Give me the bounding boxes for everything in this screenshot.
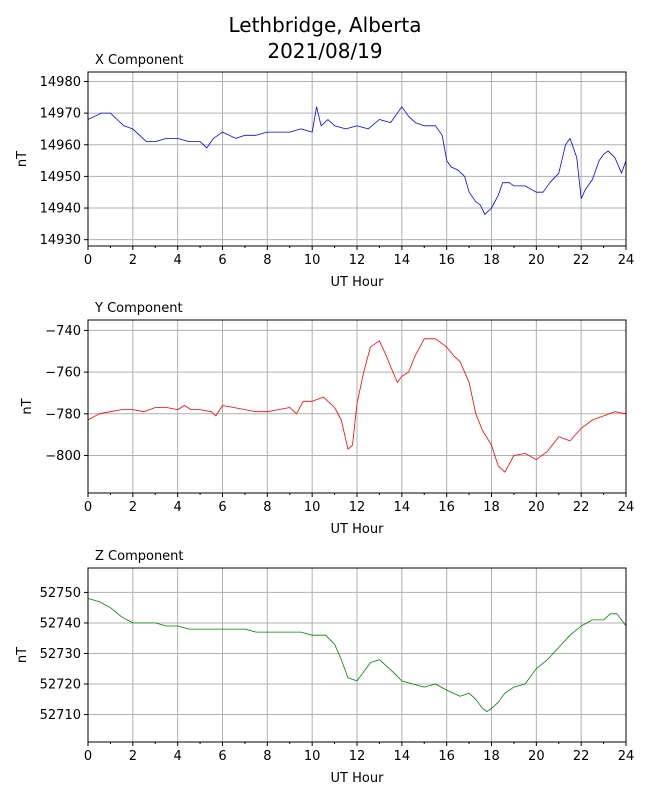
x-tick-label: 20 [528, 253, 545, 268]
x-tick-label: 4 [174, 500, 182, 515]
x-tick-label: 14 [394, 500, 411, 515]
chart-panel-1: 0 2 4 6 8 10 12 14 16 18 20 22 241493014940149501496… [15, 53, 634, 290]
x-tick-label: 18 [483, 749, 500, 764]
x-tick-label: 6 [218, 500, 226, 515]
y-tick-label: −800 [45, 449, 81, 464]
figure-title-line2: 2021/08/19 [267, 39, 383, 63]
x-tick-label: 18 [483, 253, 500, 268]
x-tick-label: 16 [438, 749, 455, 764]
x-tick-label: 10 [304, 500, 321, 515]
y-tick-label: 14940 [40, 202, 81, 217]
x-tick-label: 2 [129, 749, 137, 764]
chart-panel-3: 0 2 4 6 8 10 12 14 16 18 20 22 245271052720527305274… [15, 549, 634, 786]
x-tick-label: 20 [528, 500, 545, 515]
x-tick-label: 16 [438, 253, 455, 268]
x-tick-label: 2 [129, 253, 137, 268]
x-tick-label: 22 [573, 253, 590, 268]
y-tick-label: 14970 [40, 107, 81, 122]
x-tick-label: 18 [483, 500, 500, 515]
x-tick-label: 4 [174, 253, 182, 268]
x-tick-label: 4 [174, 749, 182, 764]
x-tick-label: 22 [573, 500, 590, 515]
x-tick-label: 2 [129, 500, 137, 515]
y-tick-label: 14980 [40, 75, 81, 90]
x-tick-label: 10 [304, 749, 321, 764]
figure-title-line1: Lethbridge, Alberta [228, 13, 422, 37]
x-tick-label: 12 [349, 500, 366, 515]
y-axis-label: nT [20, 398, 35, 414]
x-axis-label: UT Hour [331, 771, 385, 786]
x-tick-label: 20 [528, 749, 545, 764]
x-tick-label: 6 [218, 253, 226, 268]
x-tick-label: 0 [84, 500, 92, 515]
x-tick-label: 24 [618, 500, 635, 515]
panel-title: X Component [95, 53, 184, 68]
y-tick-label: 14960 [40, 138, 81, 153]
x-tick-label: 24 [618, 253, 635, 268]
y-tick-label: 52740 [40, 616, 81, 631]
x-tick-label: 12 [349, 749, 366, 764]
x-tick-label: 24 [618, 749, 635, 764]
y-tick-label: 14930 [40, 233, 81, 248]
x-tick-label: 8 [263, 253, 271, 268]
y-axis-label: nT [15, 151, 30, 167]
x-tick-label: 8 [263, 749, 271, 764]
x-tick-label: 14 [394, 749, 411, 764]
panel-title: Y Component [94, 301, 183, 316]
data-series-line [87, 338, 627, 473]
x-tick-label: 12 [349, 253, 366, 268]
x-axis-label: UT Hour [331, 522, 385, 537]
x-tick-label: 16 [438, 500, 455, 515]
x-tick-label: 14 [394, 253, 411, 268]
x-tick-label: 8 [263, 500, 271, 515]
data-series-line [87, 598, 627, 712]
y-tick-label: −780 [45, 407, 81, 422]
figure-title: Lethbridge, Alberta 2021/08/19 [0, 12, 650, 64]
x-tick-label: 10 [304, 253, 321, 268]
x-tick-label: 0 [84, 749, 92, 764]
y-tick-label: −740 [45, 324, 81, 339]
y-tick-label: −760 [45, 366, 81, 381]
data-series-line [87, 106, 627, 215]
y-tick-label: 52730 [40, 647, 81, 662]
y-axis-label: nT [15, 647, 30, 663]
x-tick-label: 22 [573, 749, 590, 764]
y-tick-label: 52710 [40, 708, 81, 723]
panel-title: Z Component [95, 549, 184, 564]
y-tick-label: 52750 [40, 586, 81, 601]
y-tick-label: 14950 [40, 170, 81, 185]
x-axis-label: UT Hour [331, 275, 385, 290]
x-tick-label: 0 [84, 253, 92, 268]
y-tick-label: 52720 [40, 678, 81, 693]
x-tick-label: 6 [218, 749, 226, 764]
